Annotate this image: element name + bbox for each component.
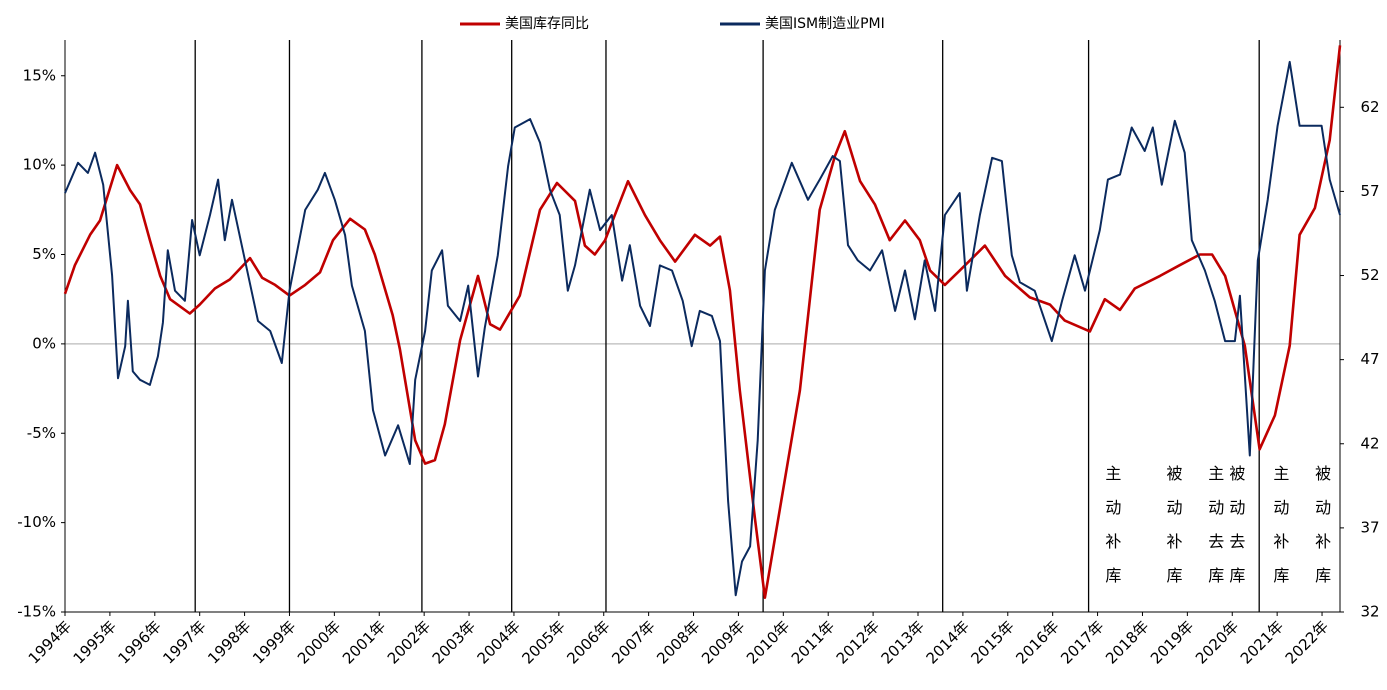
phase-label: 被动补库 <box>1312 465 1331 601</box>
y2-tick-label: 62 <box>1360 98 1379 116</box>
legend-label: 美国库存同比 <box>505 16 589 32</box>
y-tick-label: -5% <box>27 424 56 442</box>
x-tick-label: 2002年 <box>384 617 434 667</box>
x-tick-label: 2004年 <box>474 617 524 667</box>
x-tick-label: 2013年 <box>878 617 928 667</box>
series-line <box>64 60 1341 597</box>
y2-tick-label: 42 <box>1360 434 1379 452</box>
y-tick-label: 10% <box>23 156 56 174</box>
x-tick-label: 1999年 <box>249 617 299 667</box>
x-tick-label: 2018年 <box>1102 617 1152 667</box>
x-tick-label: 2009年 <box>698 617 748 667</box>
x-tick-label: 2010年 <box>743 617 793 667</box>
y2-tick-label: 32 <box>1360 603 1379 621</box>
x-tick-label: 2015年 <box>967 617 1017 667</box>
phase-label: 被动去库 <box>1226 465 1245 601</box>
x-tick-label: 1995年 <box>70 617 120 667</box>
series-line <box>63 45 1342 599</box>
y-tick-label: 0% <box>32 334 56 352</box>
x-tick-label: 2007年 <box>608 617 658 667</box>
phase-label: 主动补库 <box>1270 465 1289 601</box>
x-tick-label: 2006年 <box>563 617 613 667</box>
y-tick-label: 5% <box>32 245 56 263</box>
x-tick-label: 2021年 <box>1237 617 1287 667</box>
x-tick-label: 2022年 <box>1282 617 1332 667</box>
x-tick-label: 2012年 <box>833 617 883 667</box>
y2-tick-label: 52 <box>1360 266 1379 284</box>
phase-label: 主动去库 <box>1205 465 1224 601</box>
phase-label: 主动补库 <box>1102 465 1121 601</box>
x-tick-label: 1997年 <box>159 617 209 667</box>
x-tick-label: 2020年 <box>1192 617 1242 667</box>
x-tick-label: 2014年 <box>923 617 973 667</box>
x-tick-label: 2011年 <box>788 617 838 667</box>
y-tick-label: -10% <box>17 513 56 531</box>
legend-label: 美国ISM制造业PMI <box>765 16 885 32</box>
y2-tick-label: 57 <box>1360 182 1379 200</box>
x-tick-label: 1996年 <box>114 617 164 667</box>
phase-label: 被动补库 <box>1163 465 1182 601</box>
x-tick-label: 2005年 <box>519 617 569 667</box>
x-tick-label: 1994年 <box>25 617 75 667</box>
x-tick-label: 2017年 <box>1057 617 1107 667</box>
x-tick-label: 2001年 <box>339 617 389 667</box>
x-tick-label: 2000年 <box>294 617 344 667</box>
x-tick-label: 1998年 <box>204 617 254 667</box>
x-tick-label: 2016年 <box>1012 617 1062 667</box>
y-tick-label: -15% <box>17 603 56 621</box>
x-tick-label: 2019年 <box>1147 617 1197 667</box>
y-tick-label: 15% <box>23 66 56 84</box>
y2-tick-label: 37 <box>1360 518 1379 536</box>
x-tick-label: 2008年 <box>653 617 703 667</box>
x-tick-label: 2003年 <box>429 617 479 667</box>
y2-tick-label: 47 <box>1360 350 1379 368</box>
